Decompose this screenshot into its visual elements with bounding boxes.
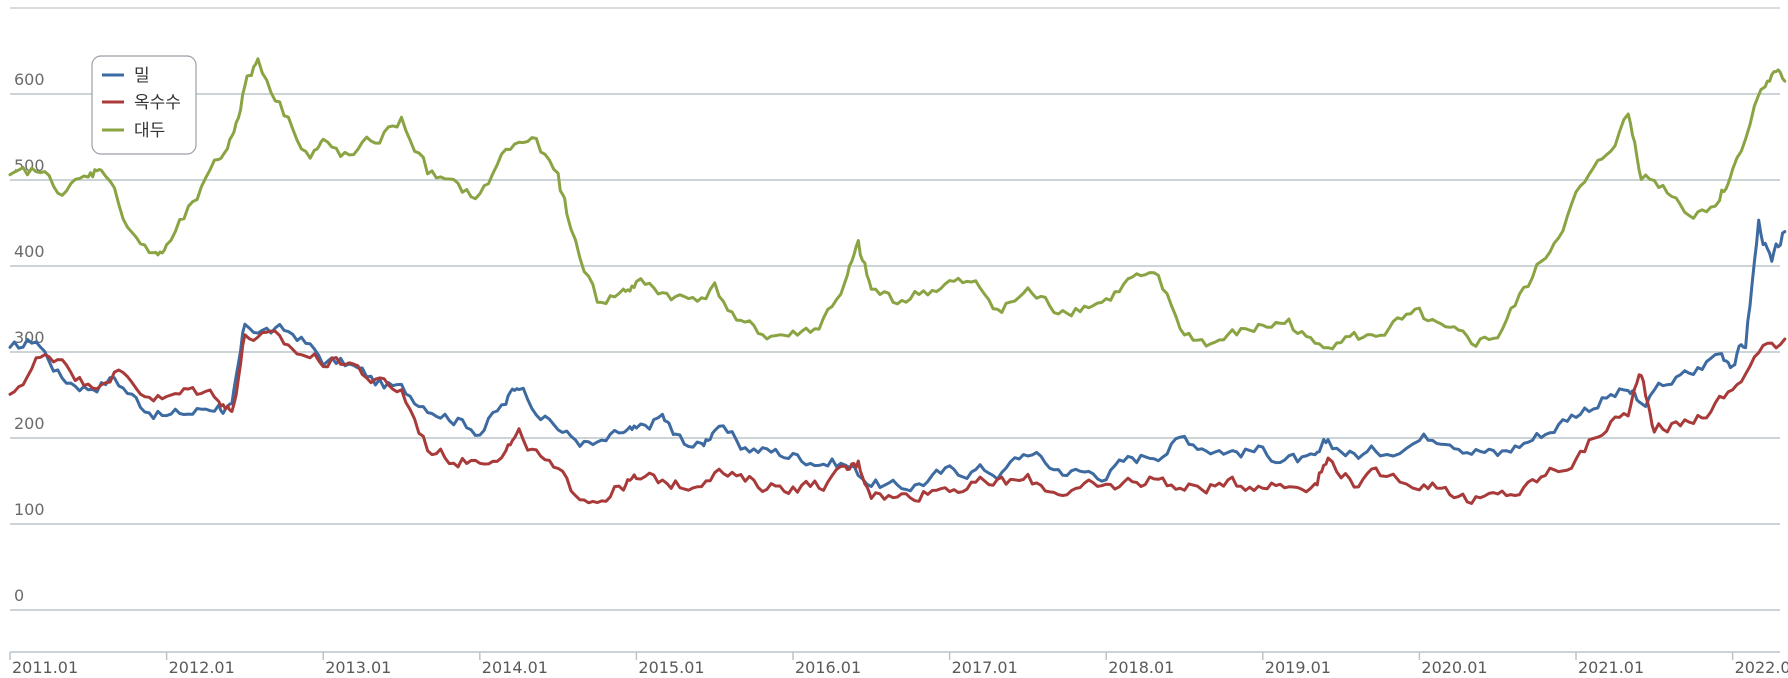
series-line-soybean (8, 57, 1787, 351)
legend-label-corn: 옥수수 (134, 93, 181, 113)
x-tick-label: 2020.01 (1421, 658, 1487, 677)
y-axis-ticks: 0 100 200 300 400 500 600 (14, 70, 45, 605)
y-tick-label: 100 (14, 500, 45, 519)
y-tick-label: 600 (14, 70, 45, 89)
legend-item-wheat[interactable]: 밀 (102, 66, 150, 86)
y-tick-label: 400 (14, 242, 45, 261)
x-tick-label: 2019.01 (1265, 658, 1331, 677)
legend-label-wheat: 밀 (134, 66, 150, 86)
x-tick-label: 2021.01 (1578, 658, 1644, 677)
y-tick-label: 500 (14, 156, 45, 175)
grid-lines (10, 93, 1780, 653)
x-tick-label: 2015.01 (638, 658, 704, 677)
series-line-corn (8, 329, 1787, 505)
legend: 밀 옥수수 대두 (91, 55, 197, 155)
legend-item-soybean[interactable]: 대두 (102, 121, 165, 141)
x-tick-label: 2017.01 (952, 658, 1018, 677)
x-tick-label: 2022.01 (1735, 658, 1788, 677)
x-axis-ticks: 2011.01 2012.01 2013.01 2014.01 2015.01 2016.… (9, 652, 1788, 677)
y-tick-label: 200 (14, 414, 45, 433)
series-line-wheat (8, 218, 1787, 493)
x-tick-label: 2014.01 (482, 658, 548, 677)
y-tick-label: 0 (14, 586, 24, 605)
legend-label-soybean: 대두 (134, 121, 165, 141)
x-tick-label: 2018.01 (1108, 658, 1174, 677)
y-tick-label: 300 (14, 328, 45, 347)
legend-item-corn[interactable]: 옥수수 (102, 93, 181, 113)
x-tick-label: 2011.01 (12, 658, 78, 677)
series-lines (8, 57, 1787, 505)
x-tick-label: 2016.01 (795, 658, 861, 677)
x-tick-label: 2013.01 (325, 658, 391, 677)
x-tick-label: 2012.01 (169, 658, 235, 677)
